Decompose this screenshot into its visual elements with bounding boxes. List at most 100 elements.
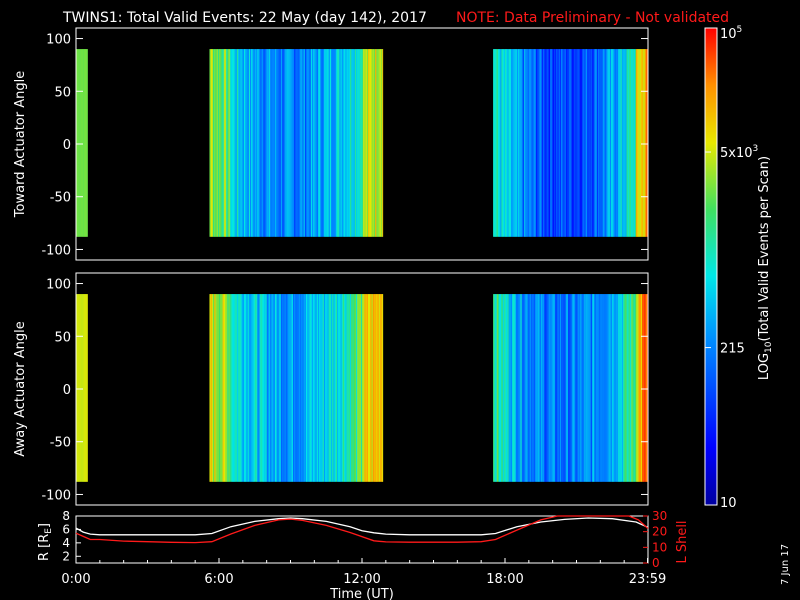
heatmap-cell xyxy=(545,294,548,482)
heatmap-cell xyxy=(264,49,266,237)
heatmap-cell xyxy=(210,49,213,237)
heatmap-cell xyxy=(369,49,371,237)
toward-y-ticks: 100 50 0 -50 -100 xyxy=(41,33,648,258)
heatmap-cell xyxy=(634,49,637,237)
heatmap-cell xyxy=(632,294,635,482)
heatmap-cell xyxy=(516,49,519,237)
heatmap-cell xyxy=(362,49,364,237)
heatmap-cell xyxy=(625,49,627,237)
heatmap-cell xyxy=(500,49,502,237)
heatmap-cell xyxy=(506,49,508,237)
heatmap-cell xyxy=(584,49,587,237)
heatmap-cell xyxy=(327,49,330,237)
heatmap-cell xyxy=(527,49,530,237)
heatmap-cell xyxy=(499,294,501,482)
heatmap-cell xyxy=(614,294,617,482)
colorbar-tick-label: 5x103 xyxy=(720,144,758,161)
away-heatmap xyxy=(76,273,649,505)
heatmap-cell xyxy=(537,49,539,237)
heatmap-cell xyxy=(609,49,612,237)
heatmap-cell xyxy=(230,294,233,482)
heatmap-cell xyxy=(216,294,219,482)
heatmap-cell xyxy=(347,49,350,237)
heatmap-cell xyxy=(557,294,560,482)
heatmap-cell xyxy=(310,49,313,237)
heatmap-cell xyxy=(351,49,353,237)
heatmap-cell xyxy=(367,294,370,482)
heatmap-cell xyxy=(369,294,371,482)
heatmap-cell xyxy=(493,49,495,237)
heatmap-cell xyxy=(526,49,529,237)
heatmap-cell xyxy=(606,294,608,482)
heatmap-cell xyxy=(234,294,237,482)
heatmap-cell xyxy=(521,49,524,237)
heatmap-cell xyxy=(240,49,243,237)
heatmap-cell xyxy=(607,49,610,237)
r-distance-line xyxy=(75,517,649,536)
x-tick-label: 23:59 xyxy=(629,572,666,587)
heatmap-cell xyxy=(519,49,521,237)
x-tick-label: 0:00 xyxy=(61,572,90,587)
heatmap-cell xyxy=(277,294,279,482)
heatmap-cell xyxy=(502,49,505,237)
heatmap-cell xyxy=(580,294,582,482)
heatmap-cell xyxy=(514,49,517,237)
heatmap-cell xyxy=(576,49,579,237)
heatmap-cell xyxy=(508,294,511,482)
colorbar: 105 5x103 215 10 LOG10(Total Valid Events p… xyxy=(704,25,774,511)
heatmap-cell xyxy=(621,294,624,482)
heatmap-cell xyxy=(602,49,605,237)
heatmap-cell xyxy=(273,49,276,237)
heatmap-cell xyxy=(597,294,600,482)
heatmap-cell xyxy=(227,294,229,482)
heatmap-cell xyxy=(283,49,285,237)
heatmap-cell xyxy=(341,49,344,237)
heatmap-cell xyxy=(621,49,624,237)
heatmap-cell xyxy=(370,294,372,482)
heatmap-cell xyxy=(260,49,263,237)
heatmap-cell xyxy=(290,294,293,482)
heatmap-cell xyxy=(79,294,82,482)
heatmap-cell xyxy=(634,294,637,482)
heatmap-cell xyxy=(531,49,533,237)
heatmap-cell xyxy=(627,294,630,482)
heatmap-cell xyxy=(358,49,361,237)
heatmap-cell xyxy=(513,294,515,482)
heatmap-cell xyxy=(363,294,365,482)
heatmap-cell xyxy=(229,49,232,237)
heatmap-cell xyxy=(613,49,616,237)
heatmap-cell xyxy=(643,294,645,482)
colorbar-tick-label: 10 xyxy=(720,496,737,511)
heatmap-cell xyxy=(377,294,380,482)
colorbar-tick-label: 215 xyxy=(720,342,745,357)
heatmap-cell xyxy=(520,49,523,237)
heatmap-cell xyxy=(83,49,85,237)
heatmap-cell xyxy=(586,294,588,482)
heatmap-cell xyxy=(642,49,644,237)
heatmap-cell xyxy=(77,49,79,237)
heatmap-cell xyxy=(513,49,515,237)
r-tick-label: 4 xyxy=(62,536,70,550)
l-shell-line xyxy=(75,515,649,544)
heatmap-cell xyxy=(320,49,322,237)
heatmap-cell xyxy=(622,294,625,482)
heatmap-cell xyxy=(624,49,626,237)
heatmap-cell xyxy=(270,49,272,237)
heatmap-cell xyxy=(545,49,548,237)
heatmap-cell xyxy=(556,294,558,482)
heatmap-cell xyxy=(360,294,363,482)
heatmap-cell xyxy=(309,294,312,482)
heatmap-cell xyxy=(221,294,223,482)
heatmap-cell xyxy=(546,49,549,237)
heatmap-cell xyxy=(544,49,546,237)
heatmap-cell xyxy=(590,49,593,237)
heatmap-cell xyxy=(532,294,534,482)
heatmap-cell xyxy=(562,49,564,237)
heatmap-cell xyxy=(230,49,233,237)
heatmap-cell xyxy=(296,49,299,237)
heatmap-cell xyxy=(235,294,238,482)
y-tick-label: 0 xyxy=(63,383,71,398)
heatmap-cell xyxy=(593,294,595,482)
heatmap-cell xyxy=(286,49,289,237)
